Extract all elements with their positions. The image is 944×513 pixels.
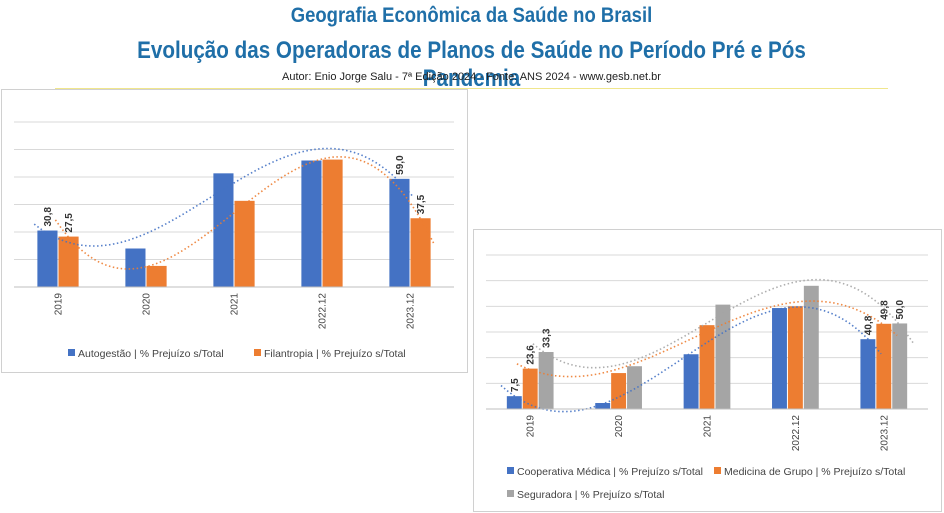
bar [37, 230, 58, 287]
x-tick-label: 2019 [526, 415, 537, 438]
x-tick-label: 2020 [614, 415, 625, 438]
bar [715, 304, 731, 409]
bar [876, 323, 892, 409]
data-label: 37,5 [416, 194, 427, 214]
bar [125, 248, 146, 287]
trendline [516, 300, 898, 378]
legend-label: Filantropia | % Prejuízo s/Total [264, 348, 406, 360]
bar [595, 403, 611, 409]
chart-cooperativa-grupo-seguradora: 7,5 40,8 23,6 49,8 33,3 50,0 2019 2020 2021 2022.… [473, 229, 942, 512]
report-subtitle: Evolução das Operadoras de Planos de Saú… [137, 37, 806, 92]
bar [234, 200, 255, 287]
data-label: 30,8 [43, 207, 54, 227]
bar [389, 178, 410, 287]
legend-swatch [714, 467, 721, 474]
bar [506, 396, 522, 409]
data-label: 59,0 [395, 155, 406, 175]
bar [772, 308, 787, 409]
data-label: 50,0 [895, 300, 906, 320]
legend-swatch [254, 349, 261, 356]
bar [787, 306, 803, 409]
bar [803, 285, 819, 409]
bar [538, 352, 554, 409]
legend-label: Autogestão | % Prejuízo s/Total [78, 348, 224, 360]
report-title: Geografia Econômica da Saúde no Brasil [290, 4, 653, 27]
bar [322, 159, 343, 287]
bar [611, 373, 627, 409]
bar [699, 325, 715, 409]
legend-swatch [68, 349, 75, 356]
legend-label: Seguradora | % Prejuízo s/Total [517, 489, 664, 501]
x-tick-label: 2021 [230, 293, 241, 316]
bar [892, 323, 908, 409]
bar [522, 368, 538, 409]
data-label: 23,6 [526, 345, 537, 365]
legend-swatch [507, 490, 514, 497]
x-tick-label: 2022.12 [318, 293, 329, 330]
x-tick-label: 2020 [142, 293, 153, 316]
legend-swatch [507, 467, 514, 474]
data-label: 7,5 [510, 378, 521, 392]
x-tick-label: 2023.12 [406, 293, 417, 330]
bar [146, 265, 167, 287]
data-label: 49,8 [879, 300, 890, 320]
trendline [33, 147, 414, 247]
chart-1-svg: 30,8 59,0 27,5 37,5 2019 2020 2021 2022.12 2023.… [14, 121, 454, 360]
legend-label: Cooperativa Médica | % Prejuízo s/Total [517, 466, 703, 478]
x-tick-label: 2022.12 [791, 415, 802, 452]
bar [58, 236, 79, 287]
bar [410, 218, 431, 287]
chart-2-svg: 7,5 40,8 23,6 49,8 33,3 50,0 2019 2020 2021 2022.… [486, 254, 928, 501]
bar [860, 339, 876, 409]
x-tick-label: 2023.12 [879, 415, 890, 452]
bar [301, 160, 322, 287]
report-header: Geografia Econômica da Saúde no Brasil E… [55, 0, 888, 92]
chart-autogestao-filantropia: 30,8 59,0 27,5 37,5 2019 2020 2021 2022.12 2023.… [1, 89, 468, 373]
x-tick-label: 2021 [703, 415, 714, 438]
data-label: 33,3 [542, 328, 553, 348]
bar [213, 173, 234, 287]
trendline [532, 278, 914, 369]
report-author-line: Autor: Enio Jorge Salu - 7ª Edição 2024 … [282, 71, 661, 83]
bar [627, 366, 642, 409]
x-tick-label: 2019 [54, 293, 65, 316]
data-label: 27,5 [64, 213, 75, 233]
bar [683, 354, 699, 409]
data-label: 40,8 [863, 315, 874, 335]
legend-label: Medicina de Grupo | % Prejuízo s/Total [724, 466, 905, 478]
